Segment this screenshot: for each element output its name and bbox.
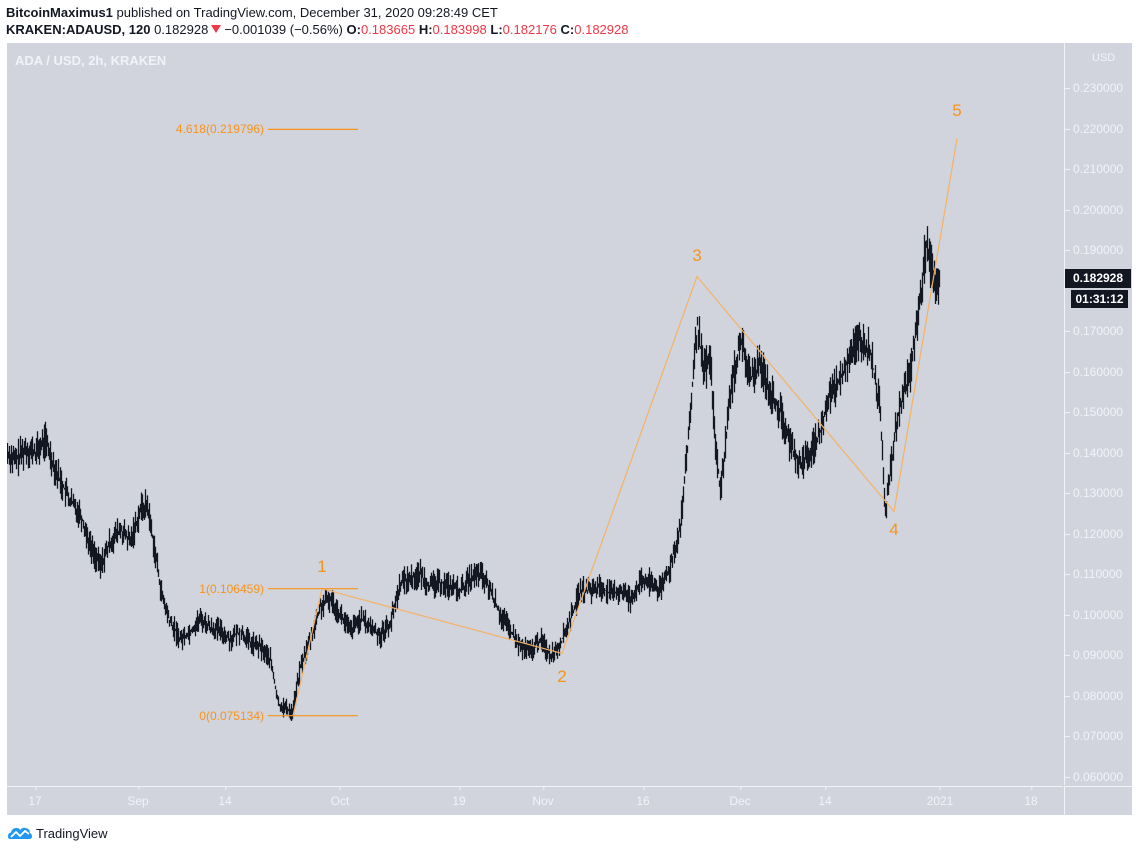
time-tick-label: 14 <box>818 786 832 808</box>
wave-label-1: 1 <box>317 556 327 576</box>
price-tick-label: 0.210000 <box>1064 162 1124 177</box>
symbol-label: ADA / USD, 2h, KRAKEN <box>15 53 167 68</box>
time-tick-label: 14 <box>218 786 232 808</box>
price-axis[interactable]: USD 0.230000 0.220000 0.210000 0.200000 0.19… <box>1064 43 1133 785</box>
brand-name: TradingView <box>36 825 108 841</box>
time-tick-label: 17 <box>28 786 42 808</box>
wave-label-3: 3 <box>692 246 702 266</box>
price-tick-label: 0.100000 <box>1064 607 1124 622</box>
currency-label: USD <box>1092 52 1116 64</box>
ohlc-legend: KRAKEN:ADAUSD, 120 0.182928 −0.001039 (−0… <box>6 22 628 37</box>
price-tick-label: 0.200000 <box>1064 202 1124 217</box>
low-value: 0.182176 <box>502 22 557 37</box>
low-label: L: <box>490 22 503 37</box>
price-tick-label: 0.060000 <box>1064 770 1124 784</box>
symbol-interval: KRAKEN:ADAUSD, 120 <box>6 22 151 37</box>
close-label: C: <box>560 22 575 37</box>
time-tick-label: 2021 <box>926 786 954 808</box>
wave-label-5: 5 <box>952 100 962 120</box>
fib-level-label: 4.618(0.219796) <box>175 122 264 137</box>
wave-label-2: 2 <box>557 667 567 687</box>
price-tick-label: 0.140000 <box>1064 445 1124 460</box>
time-tick-label: 16 <box>636 786 650 808</box>
time-tick-label: Oct <box>330 786 350 808</box>
price-change: −0.001039 (−0.56%) <box>224 22 343 37</box>
fib-level-label: 0(0.075134) <box>199 708 264 723</box>
price-tick-label: 0.150000 <box>1064 405 1124 420</box>
price-tick-label: 0.190000 <box>1064 243 1124 258</box>
price-plot <box>7 128 958 721</box>
fib-level-label: 1(0.106459) <box>199 581 264 596</box>
price-tick-label: 0.080000 <box>1064 688 1124 703</box>
tradingview-cloud-icon <box>8 827 32 839</box>
time-tick-label: Nov <box>532 786 554 808</box>
down-arrow-icon <box>211 25 222 33</box>
tradingview-brand[interactable]: TradingView <box>8 825 108 841</box>
price-pane[interactable]: ADA / USD, 2h, KRAKEN 4.618(0.219796) 1(0… <box>7 43 1063 785</box>
chart-container[interactable]: ADA / USD, 2h, KRAKEN 4.618(0.219796) 1(0… <box>7 43 1133 816</box>
wave-label-4: 4 <box>889 519 899 539</box>
time-tick-label: Dec <box>729 786 751 808</box>
time-axis[interactable]: 17 Sep 14 Oct 19 Nov 16 Dec 14 2021 18 <box>7 786 1063 816</box>
publish-info: BitcoinMaximus1 published on TradingView… <box>6 5 498 20</box>
price-tick-label: 0.160000 <box>1064 364 1124 379</box>
time-tick-label: Sep <box>127 786 149 808</box>
price-tick-label: 0.220000 <box>1064 121 1124 136</box>
open-value: 0.183665 <box>360 22 416 37</box>
price-tick-label: 0.090000 <box>1064 648 1124 663</box>
price-tick-label: 0.170000 <box>1064 324 1124 339</box>
published-text: published on TradingView.com, December 3… <box>116 5 498 20</box>
price-tick-label: 0.070000 <box>1064 729 1124 744</box>
time-tick-label: 18 <box>1024 786 1038 808</box>
price-tick-label: 0.120000 <box>1064 526 1124 541</box>
bar-countdown-badge: 01:31:12 <box>1071 290 1128 308</box>
price-series <box>7 226 941 721</box>
time-tick-label: 19 <box>452 786 466 808</box>
author-name[interactable]: BitcoinMaximus1 <box>6 5 113 20</box>
price-tick-label: 0.110000 <box>1064 567 1123 582</box>
price-tick-label: 0.230000 <box>1064 81 1124 95</box>
last-price: 0.182928 <box>154 22 209 37</box>
open-label: O: <box>346 22 361 37</box>
close-value: 0.182928 <box>574 22 629 37</box>
price-tick-label: 0.130000 <box>1064 486 1124 501</box>
elliott-wave-path <box>292 138 958 716</box>
high-value: 0.183998 <box>432 22 487 37</box>
axis-corner <box>1064 786 1133 816</box>
last-price-badge: 0.182928 <box>1065 269 1131 288</box>
high-label: H: <box>418 22 433 37</box>
